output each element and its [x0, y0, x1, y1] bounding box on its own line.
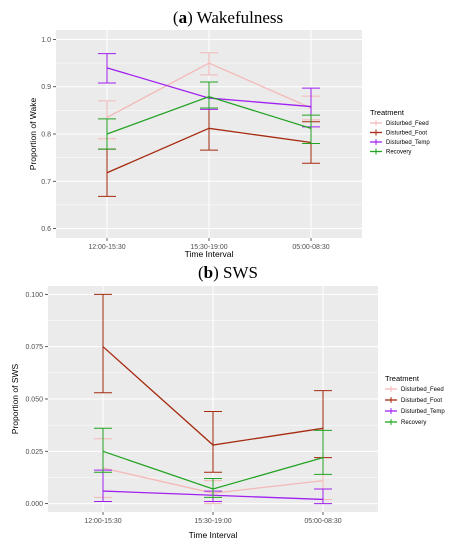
panel-b-y-ticks: 0.000 0.025 0.050 0.075 0.100: [25, 292, 48, 508]
legend-label: Disturbed_Temp: [386, 140, 430, 146]
panel-a-x-axis-label: Time Interval: [185, 249, 234, 259]
legend-item-disturbed-feed: Disturbed_Feed: [385, 386, 444, 393]
panel-a-y-axis-label: Proportion of Wake: [28, 98, 38, 171]
panel-b-title-letter: b: [204, 263, 213, 282]
panel-a-title: (a) Wakefulness: [173, 8, 283, 27]
x-tick-label: 05:00-08:30: [292, 244, 329, 251]
y-tick-label: 0.9: [41, 84, 51, 91]
panel-b-x-axis-label: Time Interval: [189, 530, 238, 540]
x-tick-label: 15:30-19:00: [190, 244, 227, 251]
panel-b-sws: (b) SWS 0.000 0.025 0.050 0.075 0.100 12:00-…: [10, 263, 445, 540]
panel-a-title-letter: a: [179, 8, 188, 27]
legend-label: Recovery: [401, 420, 426, 426]
y-tick-label: 1.0: [41, 37, 51, 44]
legend-item-disturbed-temp: Disturbed_Temp: [370, 139, 430, 146]
series-line-disturbed-foot: [102, 346, 324, 446]
x-tick-label: 12:00-15:30: [88, 244, 125, 251]
panel-b-title: (b) SWS: [198, 263, 258, 282]
panel-a-legend: Treatment Disturbed_Feed Disturbed_Foot Di…: [370, 108, 430, 156]
panel-b-series: [94, 293, 332, 505]
legend-item-recovery: Recovery: [370, 148, 411, 156]
series-recovery: [94, 427, 332, 498]
panel-b-legend: Treatment Disturbed_Feed Disturbed_Foot Di…: [385, 374, 445, 426]
legend-label: Disturbed_Temp: [401, 409, 445, 415]
legend-item-disturbed-feed: Disturbed_Feed: [370, 120, 429, 127]
y-tick-label: 0.000: [25, 501, 43, 508]
x-tick-label: 15:30-19:00: [194, 518, 231, 525]
y-tick-label: 0.8: [41, 132, 51, 139]
panel-a-x-ticks: 12:00-15:30 15:30-19:00 05:00-08:30: [88, 238, 330, 251]
panel-a-legend-title: Treatment: [370, 108, 405, 117]
series-line-disturbed-feed: [106, 62, 312, 119]
legend-label: Disturbed_Feed: [386, 121, 429, 127]
y-tick-label: 0.6: [41, 226, 51, 233]
y-tick-label: 0.050: [25, 397, 43, 404]
y-tick-label: 0.075: [25, 344, 43, 351]
series-line-recovery: [106, 95, 312, 135]
panel-a-wakefulness: (a) Wakefulness 0.6 0.7 0.8 0.9 1.0 12:00-15…: [28, 8, 430, 259]
panel-b-x-ticks: 12:00-15:30 15:30-19:00 05:00-08:30: [84, 512, 342, 525]
panel-a-y-ticks: 0.6 0.7 0.8 0.9 1.0: [41, 37, 56, 233]
y-tick-label: 0.7: [41, 179, 51, 186]
y-tick-label: 0.100: [25, 292, 43, 299]
panel-a-title-text: Wakefulness: [197, 8, 283, 27]
legend-item-disturbed-temp: Disturbed_Temp: [385, 408, 445, 415]
legend-item-recovery: Recovery: [385, 419, 426, 426]
x-tick-label: 12:00-15:30: [84, 518, 121, 525]
panel-a-series: [98, 52, 320, 197]
x-tick-label: 05:00-08:30: [304, 518, 341, 525]
panel-b-legend-title: Treatment: [385, 374, 420, 383]
series-line-recovery: [102, 450, 324, 490]
series-recovery: [98, 81, 320, 150]
legend-label: Disturbed_Feed: [401, 387, 444, 393]
legend-label: Disturbed_Foot: [386, 131, 427, 137]
legend-item-disturbed-foot: Disturbed_Foot: [370, 129, 427, 137]
legend-label: Disturbed_Foot: [401, 398, 442, 404]
panel-b-title-text: SWS: [223, 263, 258, 282]
legend-label: Recovery: [386, 150, 411, 156]
series-line-disturbed-foot: [106, 127, 312, 174]
legend-item-disturbed-foot: Disturbed_Foot: [385, 397, 442, 404]
y-tick-label: 0.025: [25, 449, 43, 456]
panel-b-y-axis-label: Proportion of SWS: [10, 363, 20, 434]
